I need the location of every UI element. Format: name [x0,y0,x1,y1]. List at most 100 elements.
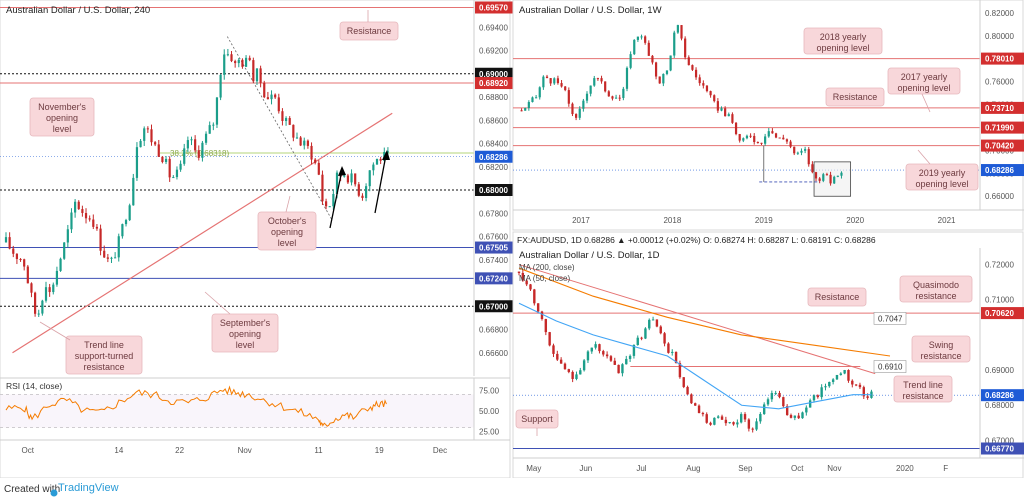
h4-level-tag-label: 0.69570 [479,3,508,12]
daily-tick-label: 0.67000 [985,436,1014,445]
weekly-candle [764,136,767,144]
weekly-candle [531,97,534,103]
weekly-candle [793,146,796,154]
h4-candle [241,59,244,67]
h4-candle [299,137,302,146]
daily-level-tag-label: 0.68286 [985,391,1014,400]
h4-candle [201,142,204,158]
weekly-candle [691,65,694,70]
weekly-candle [644,36,647,43]
weekly-callout-2017-text: opening level [897,83,950,93]
h4-candle [335,172,339,194]
h4-level-tag-label: 0.68000 [479,186,508,195]
h4-candle [237,59,240,64]
h4-candle [212,124,215,126]
daily-candle [778,392,781,398]
weekly-candle [822,174,825,181]
weekly-callout-resistance-box [825,87,885,107]
daily-candle [701,412,705,415]
weekly-candle [618,97,621,99]
tradingview-brand[interactable]: TradingView [58,482,119,494]
weekly-candle [836,175,839,177]
h4-diagonal-dotted [226,36,332,220]
weekly-candle [749,135,752,137]
h4-candle [4,237,8,243]
weekly-level-tag-bg [981,139,1024,152]
daily-callout-resistance-text: Resistance [815,292,860,302]
weekly-candle [840,172,843,176]
h4-candle [63,242,66,259]
daily-candle [602,351,605,355]
daily-callout-swing-text: Swing [929,340,954,350]
daily-callout-quasimodo-text: Quasimodo [913,280,959,290]
h4-panel: 38.2% (0.68318)0.694000.692000.688000.68… [0,0,521,478]
daily-callout-swing-box [911,335,971,363]
h4-callout-october-box [257,211,317,251]
daily-xtick-label: Jul [636,464,646,473]
weekly-candle [545,76,549,79]
daily-level-tag-label: 0.66770 [985,445,1014,454]
weekly-candle [778,137,781,139]
h4-xtick-label: Nov [238,446,252,455]
weekly-level-tag-bg [981,52,1024,65]
h4-candle [150,129,153,143]
h4-candle [328,206,331,208]
weekly-xtick-label: 2017 [572,216,590,225]
daily-candle [705,414,708,423]
daily-candle [594,344,597,348]
h4-candle [70,212,73,230]
h4-level-tag-bg [475,272,521,285]
daily-candle [713,417,716,425]
daily-candle [659,326,662,334]
h4-candle [314,159,317,163]
daily-candle [736,422,739,425]
h4-candle [12,248,15,254]
h4-level-tag-label: 0.67000 [479,302,508,311]
rsi-tick-label: 25.00 [479,428,500,437]
weekly-candle [640,36,643,38]
h4-level-tag-bg [475,184,521,196]
daily-xtick-label: Sep [738,464,753,473]
h4-candle [204,133,208,143]
weekly-candle [578,108,581,118]
h4-callout-pointer [285,195,291,213]
h4-candle [55,270,59,285]
weekly-candle [607,91,610,97]
weekly-candle [574,114,578,118]
weekly-candle [524,108,527,111]
daily-candle [762,404,766,414]
daily-candle [517,271,521,273]
daily-candle [632,345,636,356]
weekly-callout-pointer [921,93,931,113]
weekly-candle [767,131,770,137]
weekly-tick-label: 0.80000 [985,32,1014,41]
h4-candle [164,158,168,163]
daily-candle [831,379,835,382]
weekly-candle [814,172,818,179]
h4-candle [317,162,320,175]
daily-xtick-label: Aug [686,464,700,473]
daily-candle [682,377,685,387]
daily-small-tag-box [873,360,907,373]
daily-candle [728,422,731,424]
weekly-callout-resistance-text: Resistance [833,92,878,102]
created-with-text: Created with [4,484,61,495]
h4-candle [354,173,357,185]
h4-candle [357,184,360,196]
daily-candle [709,422,712,425]
h4-candle [183,148,186,164]
weekly-level-tag-label: 0.73710 [985,104,1014,113]
daily-candle [571,371,574,379]
h4-arrow-head [338,166,346,176]
daily-candle [556,353,559,360]
h4-xtick-label: 14 [114,446,123,455]
daily-xtick-label: F [943,464,948,473]
daily-ma200-line [518,267,891,357]
h4-level-tag-bg [475,67,521,80]
h4-callout-september-text: level [236,340,255,350]
rsi-label: RSI (14, close) [6,381,62,391]
daily-candle [621,364,624,374]
h4-candle [215,97,219,125]
daily-candle [743,414,747,420]
h4-candle [77,201,80,210]
